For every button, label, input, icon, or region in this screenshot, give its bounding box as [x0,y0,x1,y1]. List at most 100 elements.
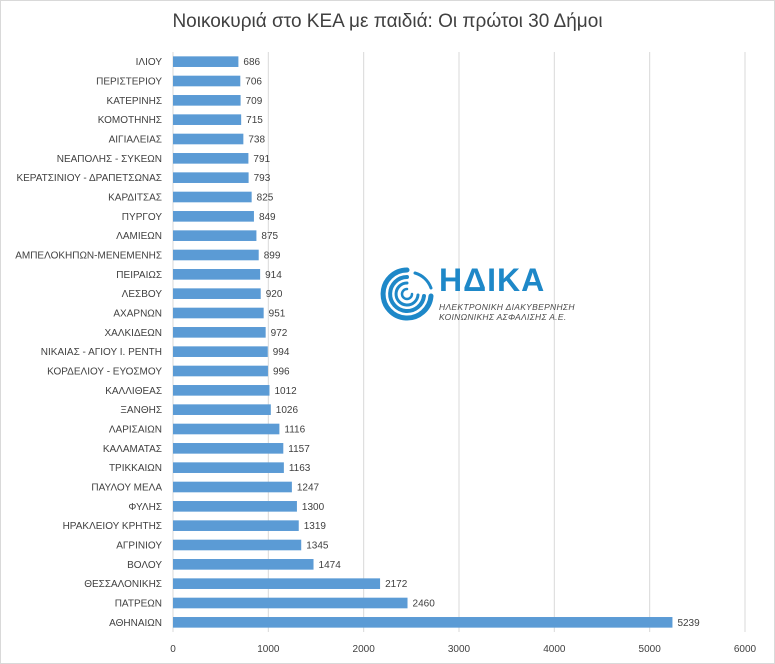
data-label: 793 [254,173,271,184]
bar [173,481,292,493]
logo-tagline-1: ΗΛΕΚΤΡΟΝΙΚΗ ΔΙΑΚΥΒΕΡΝΗΣΗ [439,302,575,312]
bar [173,191,252,203]
data-label: 1116 [284,425,305,436]
x-tick-label: 6000 [734,644,757,655]
data-label: 5239 [677,618,700,629]
data-label: 2460 [413,599,436,610]
category-label: ΦΥΛΗΣ [128,502,162,513]
data-label: 1319 [304,521,327,532]
data-label: 1474 [319,560,342,571]
x-tick-label: 1000 [257,644,280,655]
category-label: ΞΑΝΘΗΣ [120,405,162,416]
category-label: ΝΕΑΠΟΛΗΣ - ΣΥΚΕΩΝ [57,154,162,165]
data-label: 2172 [385,579,408,590]
data-label: 1247 [297,483,320,494]
data-label: 709 [246,96,263,107]
bar [173,443,284,454]
bar [173,133,244,145]
data-label: 914 [265,270,282,281]
category-label: ΑΙΓΙΑΛΕΙΑΣ [109,135,162,146]
data-label: 1300 [302,502,325,513]
category-label: ΑΓΡΙΝΙΟΥ [116,541,162,552]
hdika-swirl-icon [380,267,434,321]
logo-tagline-2: ΚΟΙΝΩΝΙΚΗΣ ΑΣΦΑΛΙΣΗΣ Α.Ε. [439,312,567,322]
bar [173,269,261,280]
category-label: ΑΧΑΡΝΩΝ [113,309,162,320]
category-label: ΙΛΙΟΥ [136,57,163,68]
hdika-logo: ΗΔΙΚΑ ΗΛΕΚΤΡΟΝΙΚΗ ΔΙΑΚΥΒΕΡΝΗΣΗ ΚΟΙΝΩΝΙΚΗ… [377,262,587,326]
data-labels: 686 706 709 715 738 791 793 825 849 875 899 914 920 9… [243,57,700,629]
data-label: 972 [271,328,288,339]
data-label: 1026 [276,405,299,416]
x-tick-label: 3000 [448,644,471,655]
bars [173,56,673,628]
bar [173,114,242,125]
category-label: ΚΟΡΔΕΛΙΟΥ - ΕΥΟΣΜΟΥ [47,367,162,378]
bar [173,56,239,67]
category-label: ΚΟΜΟΤΗΝΗΣ [98,115,162,126]
category-label: ΧΑΛΚΙΔΕΩΝ [104,328,162,339]
bar [173,153,249,164]
category-label: ΠΑΥΛΟΥ ΜΕΛΑ [91,483,162,494]
data-label: 1157 [288,444,310,455]
category-label: ΘΕΣΣΑΛΟΝΙΚΗΣ [84,579,162,590]
data-label: 875 [261,231,278,242]
data-label: 738 [248,135,265,146]
category-labels: ΙΛΙΟΥ ΠΕΡΙΣΤΕΡΙΟΥ ΚΑΤΕΡΙΝΗΣ ΚΟΜΟΤΗΝΗΣ ΑΙΓΙΑΛ… [15,57,162,629]
bar [173,501,297,512]
bar [173,597,408,609]
logo-wordmark: ΗΔΙΚΑ [439,262,546,298]
category-label: ΠΕΡΙΣΤΕΡΙΟΥ [96,77,162,88]
bar [173,520,299,531]
bar [173,75,241,87]
bar [173,617,673,628]
bar [173,288,261,299]
category-label: ΚΑΡΔΙΤΣΑΣ [108,193,162,204]
category-label: ΗΡΑΚΛΕΙΟΥ ΚΡΗΤΗΣ [63,521,162,532]
data-label: 1012 [274,386,297,397]
category-label: ΚΑΛΑΜΑΤΑΣ [103,444,162,455]
data-label: 715 [246,115,263,126]
bar [173,365,268,377]
data-label: 686 [243,57,260,68]
data-label: 951 [269,309,286,320]
bar [173,327,266,338]
category-label: ΑΘΗΝΑΙΩΝ [109,618,162,629]
bar [173,404,271,415]
bar [173,230,257,241]
bar [173,559,314,570]
category-label: ΠΕΙΡΑΙΩΣ [116,270,162,281]
category-label: ΠΑΤΡΕΩΝ [115,599,162,610]
category-label: ΤΡΙΚΚΑΙΩΝ [109,463,162,474]
bar [173,462,284,473]
bar [173,211,254,222]
bar [173,249,259,261]
data-label: 849 [259,212,276,223]
category-label: ΛΕΣΒΟΥ [122,289,163,300]
data-label: 996 [273,367,290,378]
bar [173,578,381,589]
bar [173,385,270,396]
data-label: 1163 [289,463,311,474]
data-label: 825 [257,193,274,204]
bar [173,172,249,183]
data-label: 994 [273,347,290,358]
bar [173,423,280,435]
category-label: ΝΙΚΑΙΑΣ - ΑΓΙΟΥ Ι. ΡΕΝΤΗ [41,347,162,358]
x-tick-label: 5000 [639,644,662,655]
chart-title: Νοικοκυριά στο ΚΕΑ με παιδιά: Οι πρώτοι … [172,11,603,32]
bar [173,95,241,106]
category-label: ΠΥΡΓΟΥ [122,212,163,223]
data-label: 791 [253,154,270,165]
category-label: ΒΟΛΟΥ [127,560,162,571]
data-label: 706 [245,77,262,88]
bar [173,346,268,357]
x-tick-label: 4000 [543,644,566,655]
data-label: 920 [266,289,283,300]
category-label: ΚΑΛΛΙΘΕΑΣ [105,386,162,397]
category-label: ΚΑΤΕΡΙΝΗΣ [107,96,162,107]
category-label: ΑΜΠΕΛΟΚΗΠΩΝ-ΜΕΝΕΜΕΝΗΣ [15,251,162,262]
category-label: ΚΕΡΑΤΣΙΝΙΟΥ - ΔΡΑΠΕΤΣΩΝΑΣ [16,173,162,184]
category-label: ΛΑΜΙΕΩΝ [116,231,162,242]
